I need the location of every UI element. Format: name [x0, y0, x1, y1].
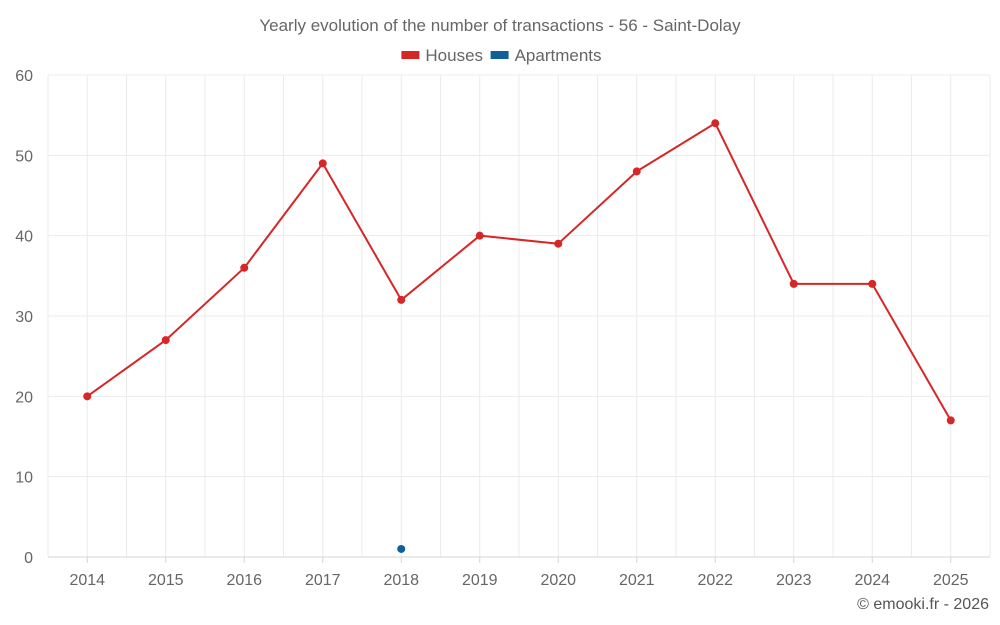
y-tick-label: 50 — [15, 148, 33, 165]
y-axis-ticks: 0 10 20 30 40 50 60 — [15, 68, 33, 567]
x-tick-label: 2022 — [697, 572, 733, 589]
x-tick-label: 2024 — [854, 572, 890, 589]
chart-title: Yearly evolution of the number of transa… — [259, 16, 741, 35]
x-tick-label: 2023 — [776, 572, 812, 589]
data-point-houses[interactable] — [711, 119, 720, 128]
legend-swatch — [490, 51, 509, 59]
credit-text: © emooki.fr - 2026 — [857, 596, 989, 613]
legend-label: Apartments — [515, 46, 602, 65]
series-line-houses — [86, 122, 952, 421]
x-tick-label: 2015 — [148, 572, 184, 589]
series — [83, 119, 955, 553]
data-point-houses[interactable] — [475, 231, 484, 240]
y-tick-label: 30 — [15, 309, 33, 326]
y-tick-label: 0 — [24, 550, 33, 567]
series-apartments — [397, 544, 406, 553]
x-tick-label: 2016 — [226, 572, 262, 589]
axes — [48, 556, 990, 563]
data-point-houses[interactable] — [946, 416, 955, 425]
x-tick-label: 2020 — [540, 572, 576, 589]
y-tick-label: 10 — [15, 470, 33, 487]
x-tick-label: 2018 — [383, 572, 419, 589]
data-point-houses[interactable] — [83, 392, 92, 401]
data-point-houses[interactable] — [789, 279, 798, 288]
y-tick-label: 60 — [15, 68, 33, 85]
x-tick-label: 2017 — [305, 572, 341, 589]
data-point-houses[interactable] — [161, 336, 170, 345]
legend-item-houses[interactable]: Houses — [401, 46, 483, 65]
data-point-apartments[interactable] — [397, 544, 406, 553]
x-tick-label: 2014 — [69, 572, 105, 589]
x-tick-label: 2019 — [462, 572, 498, 589]
x-axis-ticks: 2014 2015 2016 2017 2018 2019 2020 2021 2022 2023… — [69, 572, 968, 589]
x-tick-label: 2021 — [619, 572, 655, 589]
y-tick-label: 20 — [15, 389, 33, 406]
legend: Houses Apartments — [401, 46, 602, 65]
gridlines — [47, 74, 991, 557]
data-point-houses[interactable] — [632, 167, 641, 176]
data-point-houses[interactable] — [868, 279, 877, 288]
data-point-houses[interactable] — [318, 159, 327, 168]
legend-item-apartments[interactable]: Apartments — [490, 46, 602, 65]
legend-swatch — [401, 51, 420, 59]
data-point-houses[interactable] — [554, 239, 563, 248]
y-tick-label: 40 — [15, 229, 33, 246]
x-tick-label: 2025 — [933, 572, 969, 589]
series-houses — [83, 119, 955, 425]
legend-label: Houses — [425, 46, 483, 65]
data-point-houses[interactable] — [240, 263, 249, 272]
data-point-houses[interactable] — [397, 295, 406, 304]
